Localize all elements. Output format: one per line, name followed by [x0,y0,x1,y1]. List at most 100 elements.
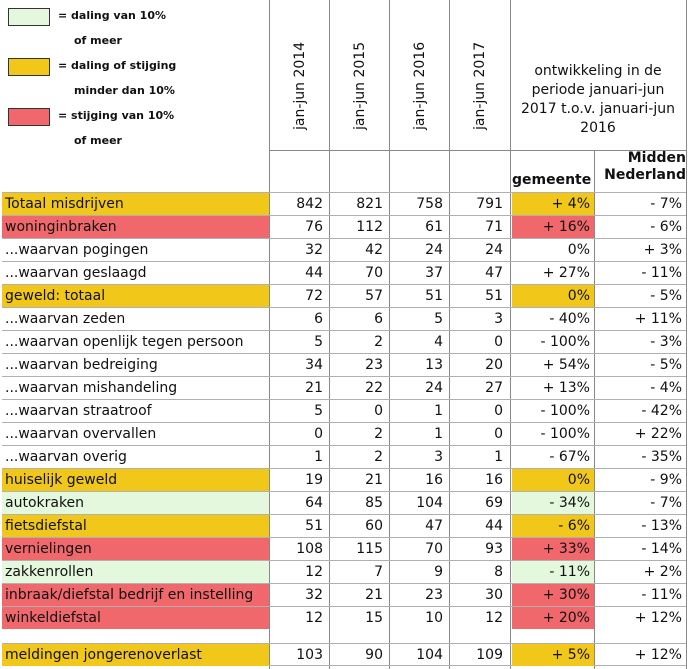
year-value-cell: 69 [485,495,503,511]
table-row: ...waarvan straatroof 5 0 1 0 - 100% - 42% [2,399,686,422]
year-value-cell: 3 [494,311,503,327]
year-header: jan-jun 2017 [450,6,510,146]
year-value-cell: 32 [305,242,323,258]
year-value-cell: 0 [494,403,503,419]
period-line: 2016 [580,120,616,136]
year-value-cell: 21 [305,380,323,396]
year-value-cell: 6 [314,311,323,327]
year-label: jan-jun 2017 [472,41,488,130]
midden-nederland-change-cell: - 4% [650,380,682,396]
footer-row: meldingen jongerenoverlast 103 90 104 109 + 5… [2,643,686,666]
midden-nederland-change-cell: - 6% [650,219,682,235]
gemeente-header: gemeente [512,172,592,188]
midden-nederland-change-cell: - 42% [641,403,682,419]
row-label: inbraak/diefstal bedrijf en instelling [2,584,269,606]
year-value-cell: 60 [365,518,383,534]
table-row: zakkenrollen 12 7 9 8 - 11% + 2% [2,560,686,583]
year-header: jan-jun 2015 [330,6,390,146]
table-row: geweld: totaal 72 57 51 51 0% - 5% [2,284,686,307]
midden-header-line2: Nederland [604,167,686,183]
table-row: ...waarvan overvallen 0 2 1 0 - 100% + 22% [2,422,686,445]
table-row: ...waarvan openlijk tegen persoon 5 2 4 0 - 1… [2,330,686,353]
year-value-cell: 16 [485,472,503,488]
period-line: 2017 t.o.v. januari-jun [520,101,675,117]
row-label: zakkenrollen [2,561,269,583]
year-value-cell: 27 [485,380,503,396]
year-value-cell: 109 [476,647,503,663]
gemeente-change-cell: 0% [512,469,594,491]
year-value-cell: 51 [485,288,503,304]
table-row: huiselijk geweld 19 21 16 16 0% - 9% [2,468,686,491]
legend-swatch-green [8,8,50,26]
period-line: ontwikkeling in de [534,63,662,79]
year-header: jan-jun 2016 [390,6,450,146]
midden-nederland-change-cell: - 14% [641,541,682,557]
table-row: autokraken 64 85 104 69 - 34% - 7% [2,491,686,514]
row-label: ...waarvan openlijk tegen persoon [5,334,244,350]
year-value-cell: 71 [485,219,503,235]
table-row: ...waarvan overig 1 2 3 1 - 67% - 35% [2,445,686,468]
year-value-cell: 34 [305,357,323,373]
midden-nederland-change-cell: - 11% [641,265,682,281]
midden-nederland-change-cell: + 12% [634,610,682,626]
row-label: ...waarvan bedreiging [5,357,158,373]
gemeente-change-cell: + 16% [512,216,594,238]
row-label: fietsdiefstal [2,515,269,537]
column-divider [686,0,687,669]
year-value-cell: 103 [296,647,323,663]
table-row: Totaal misdrijven 842 821 758 791 + 4% - 7% [2,192,686,215]
column-divider [389,0,390,669]
legend-yellow-line2: minder dan 10% [74,84,175,97]
year-value-cell: 15 [365,610,383,626]
year-value-cell: 2 [374,449,383,465]
year-value-cell: 61 [425,219,443,235]
legend-swatch-yellow [8,58,50,76]
midden-nederland-change-cell: - 13% [641,518,682,534]
year-value-cell: 9 [434,564,443,580]
row-label: ...waarvan pogingen [5,242,149,258]
year-value-cell: 104 [416,647,443,663]
gemeente-change-cell: + 54% [542,357,590,373]
legend-green-line2: of meer [74,34,122,47]
year-value-cell: 64 [305,495,323,511]
midden-nederland-header: Midden Nederland [594,150,688,184]
year-value-cell: 76 [305,219,323,235]
year-value-cell: 104 [416,495,443,511]
legend-red-line2: of meer [74,134,122,147]
row-label: geweld: totaal [2,285,269,307]
year-value-cell: 93 [485,541,503,557]
midden-header-line1: Midden [627,150,686,166]
year-value-cell: 47 [425,518,443,534]
year-value-cell: 758 [416,196,443,212]
year-value-cell: 51 [425,288,443,304]
year-value-cell: 21 [365,472,383,488]
year-value-cell: 19 [305,472,323,488]
year-label: jan-jun 2014 [292,41,308,130]
midden-nederland-change-cell: + 12% [634,647,682,663]
year-value-cell: 12 [485,610,503,626]
year-value-cell: 70 [425,541,443,557]
table-row: ...waarvan geslaagd 44 70 37 47 + 27% - 11% [2,261,686,284]
year-value-cell: 2 [374,334,383,350]
midden-nederland-change-cell: - 5% [650,357,682,373]
column-divider [269,0,270,669]
year-value-cell: 13 [425,357,443,373]
gemeente-change-cell: + 33% [512,538,594,560]
year-label: jan-jun 2015 [352,41,368,130]
year-label: jan-jun 2016 [412,41,428,130]
year-value-cell: 821 [356,196,383,212]
year-value-cell: 32 [305,587,323,603]
gemeente-change-cell: + 13% [542,380,590,396]
row-label: winkeldiefstal [2,607,269,629]
year-value-cell: 2 [374,426,383,442]
legend-green-line1: = daling van 10% [58,9,167,22]
year-value-cell: 51 [305,518,323,534]
gemeente-change-cell: - 100% [540,403,590,419]
table-row: ...waarvan pogingen 32 42 24 24 0% + 3% [2,238,686,261]
gemeente-change-cell: - 100% [540,426,590,442]
row-label: ...waarvan geslaagd [5,265,147,281]
year-value-cell: 842 [296,196,323,212]
year-value-cell: 37 [425,265,443,281]
row-label: ...waarvan mishandeling [5,380,178,396]
year-value-cell: 108 [296,541,323,557]
